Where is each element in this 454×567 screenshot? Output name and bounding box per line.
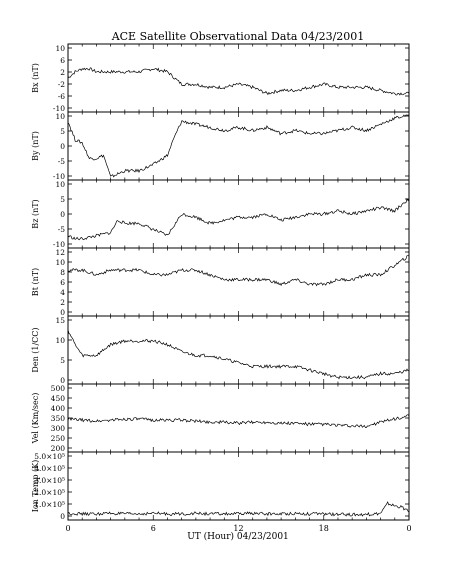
y-tick-label: 6 bbox=[60, 278, 65, 287]
y-tick-label: 500 bbox=[51, 384, 66, 393]
y-axis-label: Den (1/CC) bbox=[31, 327, 40, 372]
y-tick-label: -10 bbox=[53, 104, 65, 113]
series-line bbox=[67, 255, 410, 287]
y-tick-label: 0 bbox=[60, 376, 65, 385]
y-tick-label: 200 bbox=[51, 444, 66, 453]
y-tick-label: 5 bbox=[60, 195, 65, 204]
panel-frame bbox=[67, 179, 410, 249]
y-tick-label: 5 bbox=[60, 356, 65, 365]
panel-1: 10 6 2 -2 -6 -10 Bx (nT) bbox=[31, 43, 410, 113]
panel-frame bbox=[67, 111, 410, 181]
x-tick-label: 12 bbox=[233, 524, 243, 533]
panel-frame bbox=[67, 315, 410, 385]
y-tick-label: 400 bbox=[51, 404, 66, 413]
y-tick-label: 10 bbox=[55, 258, 65, 267]
y-tick-label: -5 bbox=[58, 225, 66, 234]
y-axis-label: Vel (Km/sec) bbox=[31, 393, 40, 445]
y-tick-label: 450 bbox=[51, 394, 66, 403]
x-tick-labels: 0 6 12 18 0 bbox=[65, 524, 411, 533]
y-tick-label: -10 bbox=[53, 240, 65, 249]
y-axis-label: By (nT) bbox=[31, 131, 40, 161]
y-tick-label: 10 bbox=[55, 336, 65, 345]
panel-frame bbox=[67, 43, 410, 113]
y-tick-label: 5 bbox=[60, 127, 65, 136]
y-tick-label: 0 bbox=[60, 142, 65, 151]
y-tick-label: 1.0×10⁵ bbox=[34, 500, 65, 509]
series-line bbox=[67, 197, 410, 241]
chart-title: ACE Satellite Observational Data 04/23/2… bbox=[111, 30, 365, 43]
y-tick-label: 15 bbox=[55, 316, 65, 325]
y-tick-label: -5 bbox=[58, 157, 66, 166]
y-tick-label: 10 bbox=[55, 112, 65, 121]
y-axis-label: Bx (nT) bbox=[31, 63, 40, 93]
panel-frame bbox=[67, 451, 410, 521]
y-tick-label: -6 bbox=[58, 92, 66, 101]
series-line bbox=[67, 67, 410, 96]
x-tick-label: 6 bbox=[151, 524, 156, 533]
y-tick-label: 4 bbox=[60, 288, 65, 297]
x-tick-label: 0 bbox=[65, 524, 70, 533]
panel-7: 5.0×10⁵ 4.0×10⁵ 3.0×10⁵ 2.0×10⁵ 1.0×10⁵ 0 Ion … bbox=[31, 451, 410, 521]
y-tick-label: 10 bbox=[55, 44, 65, 53]
panel-frame bbox=[67, 383, 410, 453]
y-tick-label: 3.0×10⁵ bbox=[34, 476, 65, 485]
series-line bbox=[67, 329, 410, 380]
y-tick-label: 12 bbox=[55, 248, 65, 257]
panel-3: 10 5 0 -5 -10 Bz (nT) bbox=[31, 179, 410, 249]
y-tick-label: 2 bbox=[60, 298, 65, 307]
y-tick-label: 5.0×10⁵ bbox=[34, 452, 65, 461]
series-line bbox=[67, 414, 410, 428]
y-axis-label: Bt (nT) bbox=[31, 268, 40, 296]
y-tick-label: 250 bbox=[51, 434, 66, 443]
panel-2: 10 5 0 -5 -10 By (nT) bbox=[31, 111, 410, 181]
x-tick-label: 18 bbox=[319, 524, 329, 533]
y-tick-label: 10 bbox=[55, 180, 65, 189]
panels: 10 6 2 -2 -6 -10 Bx (nT) 10 5 0 -5 -10 By (nT) 10 5 0 -5… bbox=[31, 43, 410, 521]
y-tick-label: 350 bbox=[51, 414, 66, 423]
y-tick-label: 2 bbox=[60, 68, 65, 77]
y-tick-label: 0 bbox=[60, 512, 65, 521]
y-axis-label: Ion Temp (K) bbox=[31, 460, 40, 513]
y-tick-label: 2.0×10⁵ bbox=[34, 488, 65, 497]
series-line bbox=[67, 114, 410, 178]
y-tick-label: 6 bbox=[60, 56, 65, 65]
panel-5: 15 10 5 0 Den (1/CC) bbox=[31, 315, 410, 385]
x-tick-label: 0 bbox=[406, 524, 411, 533]
y-tick-label: 300 bbox=[51, 424, 66, 433]
y-tick-label: -10 bbox=[53, 172, 65, 181]
y-axis-label: Bz (nT) bbox=[31, 199, 40, 228]
y-tick-label: -2 bbox=[58, 80, 66, 89]
x-axis-label: UT (Hour) 04/23/2001 bbox=[187, 531, 289, 542]
y-tick-label: 0 bbox=[60, 210, 65, 219]
series-line bbox=[67, 501, 410, 517]
y-tick-label: 4.0×10⁵ bbox=[34, 464, 65, 473]
y-tick-label: 8 bbox=[60, 268, 65, 277]
y-tick-label: 0 bbox=[60, 308, 65, 317]
panel-frame bbox=[67, 247, 410, 317]
